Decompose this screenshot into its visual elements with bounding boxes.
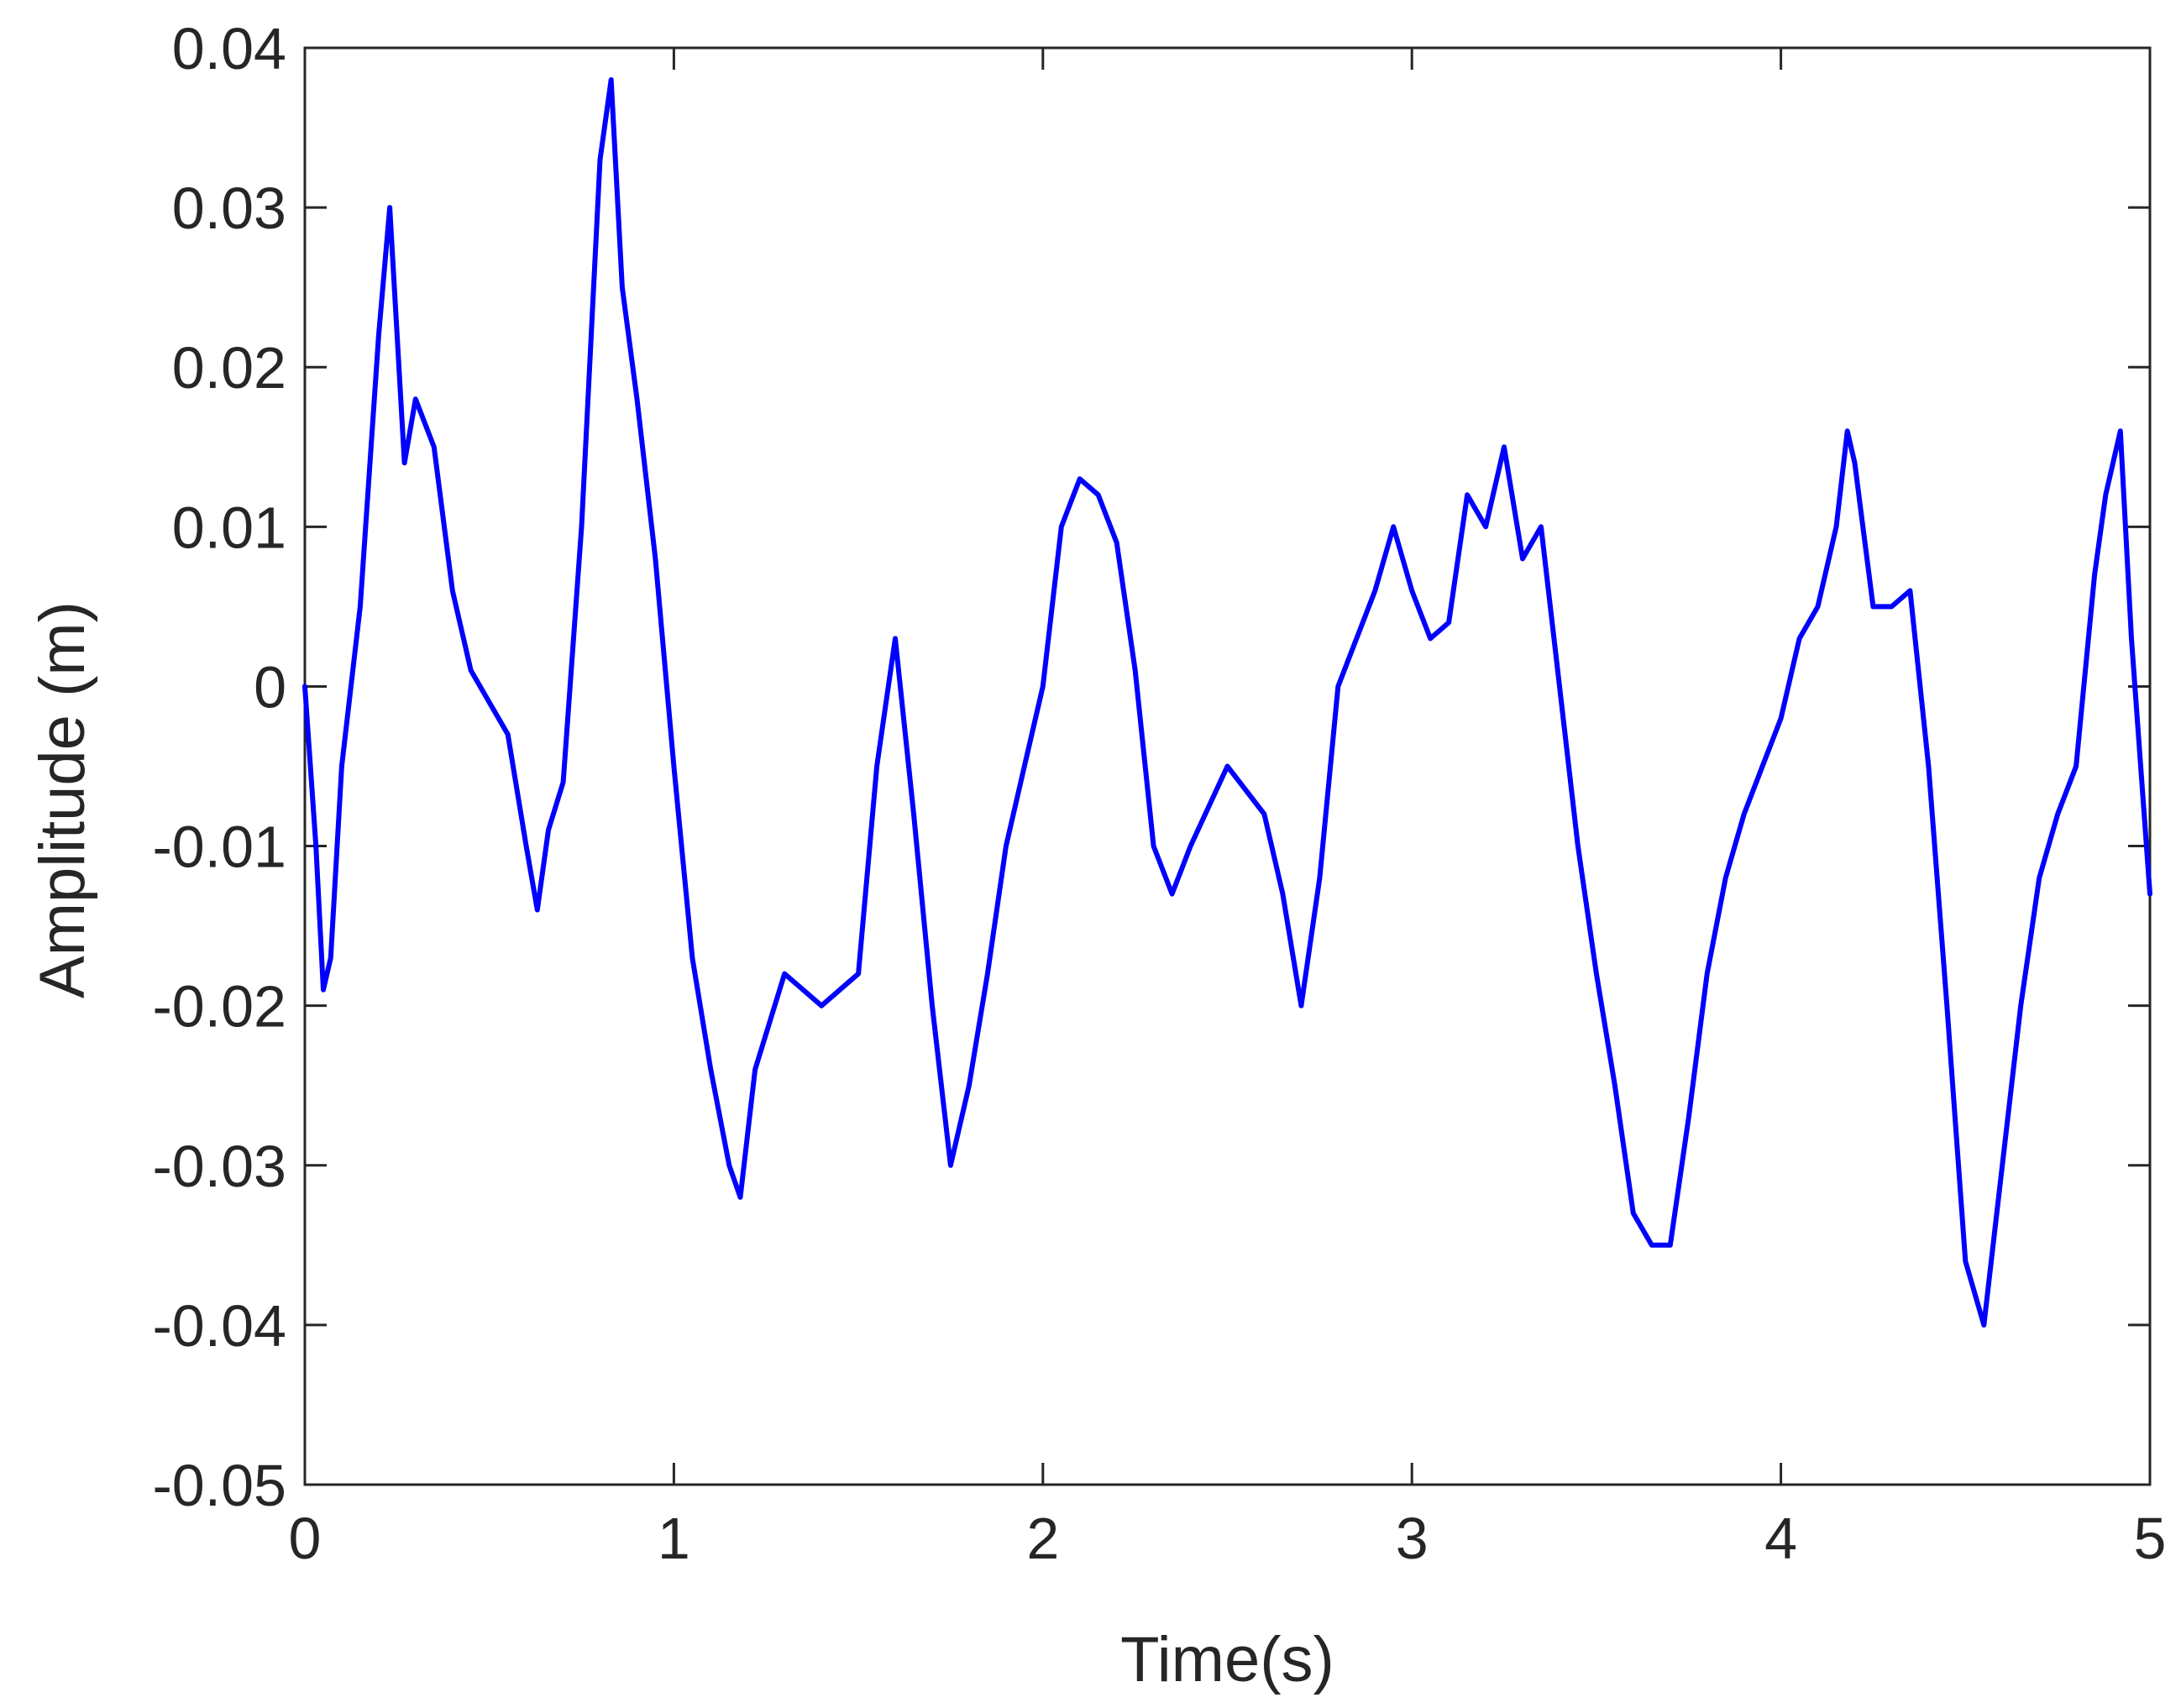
- y-tick-label: -0.05: [152, 1453, 286, 1518]
- series-line-0: [302, 77, 2152, 1328]
- y-tick-label: 0.02: [172, 335, 286, 401]
- x-axis-label: Time(s): [1120, 1624, 1334, 1695]
- y-tick-label: 0.01: [172, 495, 286, 560]
- plot-area: 0 1 2 3 4 5 -0.05 -0.04 -0.03 -0.02 -0.01 0 0.01 0.02…: [27, 16, 2166, 1695]
- y-tick-label: 0.04: [172, 16, 286, 81]
- x-tick-label: 0: [289, 1506, 322, 1571]
- y-axis-label: Amplitude (m): [27, 601, 98, 998]
- x-tick-label: 1: [658, 1506, 690, 1571]
- x-tick-label: 4: [1764, 1506, 1797, 1571]
- y-tick-label: -0.01: [152, 815, 286, 880]
- axes-box: [303, 46, 2152, 1486]
- y-tick-label: 0: [254, 654, 286, 720]
- x-tick-label: 3: [1396, 1506, 1429, 1571]
- y-tick-label: -0.02: [152, 974, 286, 1040]
- x-tick-label: 2: [1026, 1506, 1059, 1571]
- y-tick-label: -0.03: [152, 1134, 286, 1199]
- y-tick-label: -0.04: [152, 1293, 286, 1359]
- y-tick-label: 0.03: [172, 176, 286, 241]
- x-tick-label: 5: [2134, 1506, 2167, 1571]
